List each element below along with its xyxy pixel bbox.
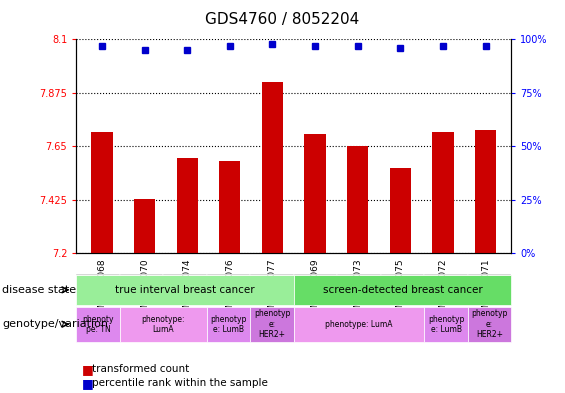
Text: true interval breast cancer: true interval breast cancer: [115, 285, 255, 295]
Bar: [305, 134, 326, 253]
Bar: [432, 132, 454, 253]
Bar: [219, 161, 241, 253]
Text: genotype/variation: genotype/variation: [2, 319, 108, 329]
Bar: [134, 199, 155, 253]
Text: phenoty
pe: TN: phenoty pe: TN: [82, 314, 114, 334]
Bar: [262, 82, 283, 253]
Text: disease state: disease state: [2, 285, 76, 295]
Bar: [91, 132, 112, 253]
Text: ■: ■: [82, 363, 94, 376]
Text: phenotyp
e: LumB: phenotyp e: LumB: [210, 314, 247, 334]
Bar: [347, 146, 368, 253]
Text: GDS4760 / 8052204: GDS4760 / 8052204: [205, 12, 360, 27]
Text: transformed count: transformed count: [92, 364, 189, 375]
Text: ■: ■: [82, 376, 94, 390]
Text: percentile rank within the sample: percentile rank within the sample: [92, 378, 268, 388]
Text: phenotyp
e:
HER2+: phenotyp e: HER2+: [471, 309, 508, 339]
Text: phenotyp
e:
HER2+: phenotyp e: HER2+: [254, 309, 290, 339]
Text: phenotype:
LumA: phenotype: LumA: [142, 314, 185, 334]
Bar: [176, 158, 198, 253]
Text: phenotyp
e: LumB: phenotyp e: LumB: [428, 314, 464, 334]
Text: screen-detected breast cancer: screen-detected breast cancer: [323, 285, 483, 295]
Bar: [390, 168, 411, 253]
Text: phenotype: LumA: phenotype: LumA: [325, 320, 393, 329]
Bar: [475, 130, 497, 253]
